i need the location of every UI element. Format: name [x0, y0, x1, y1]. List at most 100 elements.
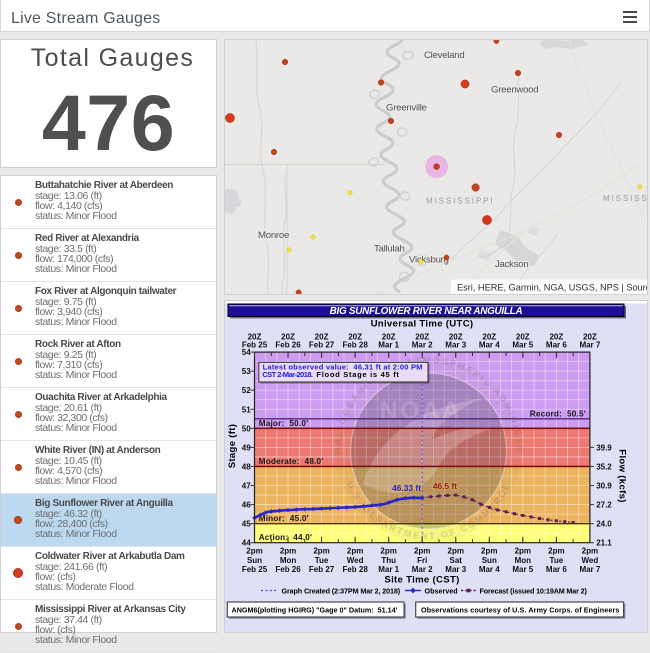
svg-text:Action: 44.0': Action: 44.0' — [259, 533, 312, 542]
svg-text:Sun: Sun — [247, 556, 262, 565]
svg-text:Tue: Tue — [315, 556, 329, 565]
svg-text:Vicksburg: Vicksburg — [409, 255, 449, 266]
svg-text:Jackson: Jackson — [495, 259, 528, 270]
svg-text:24.0: 24.0 — [596, 520, 612, 529]
svg-text:Mar 6: Mar 6 — [546, 565, 567, 574]
svg-text:2pm: 2pm — [414, 547, 430, 556]
svg-text:52: 52 — [242, 386, 251, 395]
svg-text:20Z: 20Z — [583, 333, 597, 342]
svg-text:Mar 3: Mar 3 — [445, 565, 466, 574]
svg-text:20Z: 20Z — [516, 333, 530, 342]
svg-text:Mar 5: Mar 5 — [512, 341, 533, 350]
svg-text:2pm: 2pm — [380, 547, 396, 556]
svg-text:Universal Time (UTC): Universal Time (UTC) — [371, 319, 474, 330]
svg-text:Feb 27: Feb 27 — [309, 341, 335, 350]
svg-text:Major: 50.0': Major: 50.0' — [259, 419, 309, 428]
svg-text:2pm: 2pm — [548, 547, 564, 556]
svg-text:Site Time (CST): Site Time (CST) — [384, 575, 459, 586]
svg-text:47: 47 — [242, 482, 251, 491]
svg-text:Esri, HERE, Garmin, NGA, USGS,: Esri, HERE, Garmin, NGA, USGS, NPS | Sou… — [457, 283, 648, 293]
svg-text:Cleveland: Cleveland — [424, 50, 464, 61]
svg-text:Feb 26: Feb 26 — [275, 565, 301, 574]
svg-text:Mar 5: Mar 5 — [512, 565, 533, 574]
svg-text:20Z: 20Z — [281, 333, 295, 342]
svg-text:Greenwood: Greenwood — [491, 85, 538, 96]
svg-text:2pm: 2pm — [448, 547, 464, 556]
svg-text:Sun: Sun — [482, 556, 497, 565]
svg-text:Feb 27: Feb 27 — [309, 565, 335, 574]
svg-text:ANGM6(plotting HGIRG) "Gage 0": ANGM6(plotting HGIRG) "Gage 0" Datum: 51… — [232, 605, 398, 614]
svg-text:2pm: 2pm — [246, 547, 262, 556]
svg-text:20Z: 20Z — [348, 333, 362, 342]
svg-text:Mar 1: Mar 1 — [378, 341, 399, 350]
svg-text:Graph Created (2:37PM Mar 2, 2: Graph Created (2:37PM Mar 2, 2018) — [282, 586, 401, 595]
svg-text:Flood Stage is 45 ft: Flood Stage is 45 ft — [316, 370, 399, 379]
svg-text:NOAA: NOAA — [380, 397, 462, 425]
svg-text:Record: 50.5': Record: 50.5' — [530, 409, 586, 418]
svg-text:44: 44 — [242, 539, 251, 548]
svg-text:20Z: 20Z — [248, 333, 262, 342]
svg-text:Stage (ft): Stage (ft) — [227, 424, 238, 469]
svg-text:Mar 7: Mar 7 — [579, 565, 600, 574]
svg-text:45: 45 — [242, 520, 251, 529]
svg-text:Greenville: Greenville — [386, 103, 427, 114]
svg-text:Minor: 45.0': Minor: 45.0' — [259, 514, 309, 523]
svg-text:46.5 ft: 46.5 ft — [433, 481, 457, 491]
svg-text:20Z: 20Z — [382, 333, 396, 342]
svg-text:Mon: Mon — [280, 556, 297, 565]
svg-text:51: 51 — [242, 405, 251, 414]
svg-text:2pm: 2pm — [582, 547, 598, 556]
svg-text:Tallulah: Tallulah — [374, 244, 405, 255]
svg-text:53: 53 — [242, 367, 251, 376]
svg-text:MISSISS: MISSISS — [603, 194, 648, 203]
svg-text:30.9: 30.9 — [596, 482, 612, 491]
svg-text:20Z: 20Z — [449, 333, 463, 342]
svg-text:20Z: 20Z — [549, 333, 563, 342]
svg-text:Moderate: 48.0': Moderate: 48.0' — [259, 457, 324, 466]
svg-text:2pm: 2pm — [515, 547, 531, 556]
svg-text:Flow (kcfs): Flow (kcfs) — [617, 449, 628, 502]
svg-text:50: 50 — [242, 424, 251, 433]
svg-text:Mar 4: Mar 4 — [479, 565, 500, 574]
svg-text:46.33 ft: 46.33 ft — [392, 483, 421, 493]
svg-text:Mar 4: Mar 4 — [479, 341, 500, 350]
svg-text:35.2: 35.2 — [596, 462, 612, 471]
svg-text:Fri: Fri — [417, 556, 427, 565]
svg-text:27.2: 27.2 — [596, 501, 612, 510]
svg-text:48: 48 — [242, 462, 251, 471]
svg-text:49: 49 — [242, 443, 251, 452]
svg-text:Feb 25: Feb 25 — [242, 565, 268, 574]
svg-text:20Z: 20Z — [315, 333, 329, 342]
svg-text:21.1: 21.1 — [596, 539, 612, 548]
svg-text:Wed: Wed — [582, 556, 599, 565]
svg-text:Tue: Tue — [550, 556, 564, 565]
svg-text:Observed: Observed — [425, 586, 458, 595]
svg-text:Feb 28: Feb 28 — [342, 565, 368, 574]
svg-text:Mar 3: Mar 3 — [445, 341, 466, 350]
svg-text:20Z: 20Z — [482, 333, 496, 342]
svg-text:2pm: 2pm — [481, 547, 497, 556]
svg-text:Mar 1: Mar 1 — [378, 565, 399, 574]
svg-text:Mar 7: Mar 7 — [579, 341, 600, 350]
svg-text:Observations courtesy of U.S.: Observations courtesy of U.S. Army Corps… — [421, 605, 619, 614]
svg-text:Mon: Mon — [515, 556, 532, 565]
svg-text:Feb 28: Feb 28 — [342, 341, 368, 350]
svg-text:2pm: 2pm — [347, 547, 363, 556]
svg-text:Forecast (issued 10:19AM Mar 2: Forecast (issued 10:19AM Mar 2) — [480, 586, 588, 595]
svg-text:Feb 25: Feb 25 — [242, 341, 268, 350]
svg-text:MISSISSIPPI: MISSISSIPPI — [426, 197, 494, 206]
svg-text:Mar 2: Mar 2 — [412, 565, 433, 574]
svg-text:Mar 2: Mar 2 — [412, 341, 433, 350]
svg-text:46: 46 — [242, 501, 251, 510]
svg-text:54: 54 — [242, 348, 251, 357]
svg-text:Thu: Thu — [381, 556, 396, 565]
svg-text:Feb 26: Feb 26 — [275, 341, 301, 350]
svg-text:Latest observed value: 46.31: Latest observed value: 46.31 ft at 2:00 … — [263, 363, 423, 372]
svg-text:Mar 6: Mar 6 — [546, 341, 567, 350]
svg-text:CST 2-Mar-2018.: CST 2-Mar-2018. — [262, 370, 313, 379]
svg-text:2pm: 2pm — [313, 547, 329, 556]
svg-text:2pm: 2pm — [280, 547, 296, 556]
svg-text:BIG SUNFLOWER RIVER NEAR ANGUI: BIG SUNFLOWER RIVER NEAR ANGUILLA — [330, 306, 523, 317]
svg-text:Wed: Wed — [347, 556, 364, 565]
svg-text:Sat: Sat — [450, 556, 463, 565]
